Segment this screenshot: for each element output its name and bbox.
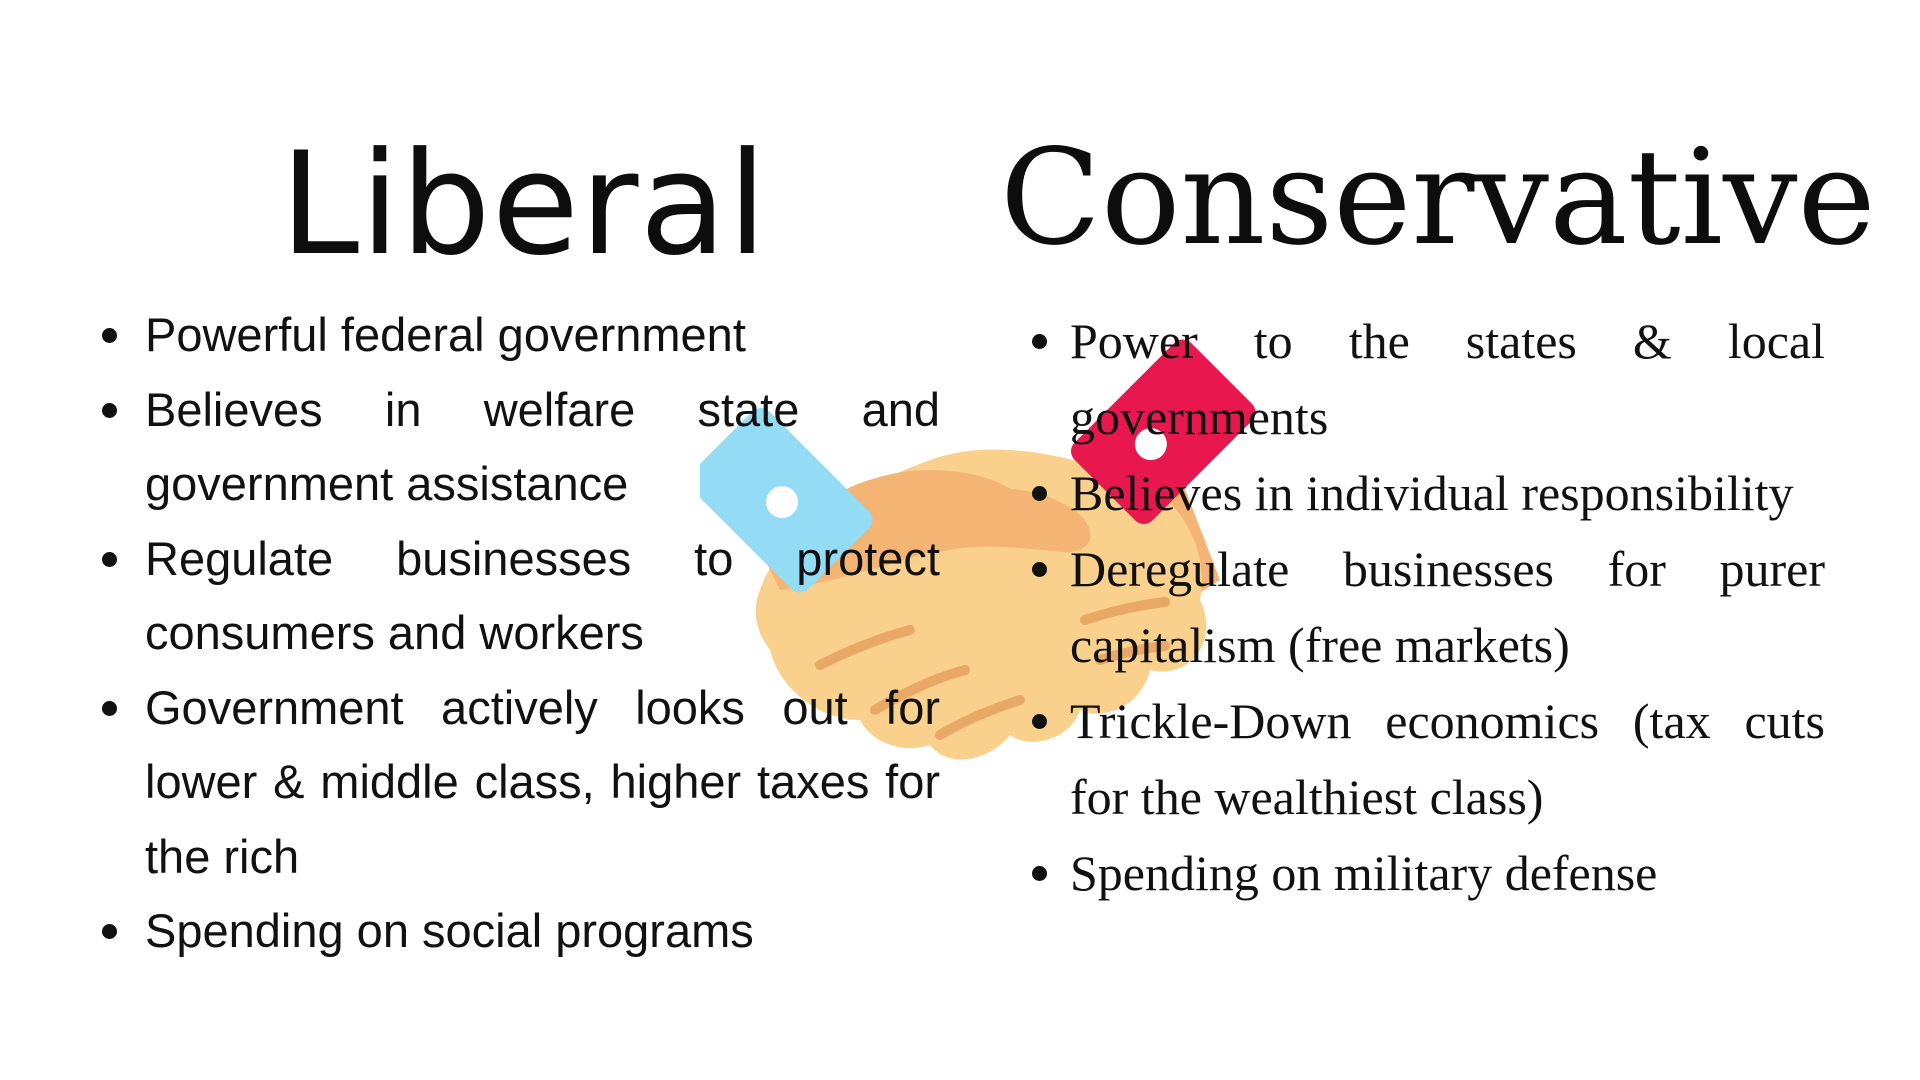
- conservative-item-text: Believes in individual responsibility: [1070, 465, 1794, 521]
- list-item: Believes in welfare state and government…: [95, 373, 940, 522]
- list-item: Deregulate businesses for purer capitali…: [1025, 531, 1825, 683]
- left-cuff-button: [766, 486, 799, 519]
- liberal-item-text: Regulate businesses to protect consumers…: [145, 531, 940, 660]
- list-item: Government actively looks out for lower …: [95, 671, 940, 895]
- left-cuff: [700, 408, 873, 593]
- list-item: Powerful federal government: [95, 298, 940, 373]
- conservative-item-text: Spending on military defense: [1070, 845, 1658, 901]
- conservative-item-text: Power to the states & local governments: [1070, 313, 1825, 445]
- finger-crease-1: [815, 625, 915, 670]
- list-item: Regulate businesses to protect consumers…: [95, 522, 940, 671]
- conservative-item-text: Deregulate businesses for purer capitali…: [1070, 541, 1825, 673]
- list-item: Believes in individual responsibility: [1025, 455, 1825, 531]
- list-item: Spending on social programs: [95, 894, 940, 969]
- list-item: Spending on military defense: [1025, 835, 1825, 911]
- liberal-item-text: Spending on social programs: [145, 904, 754, 957]
- conservative-list: Power to the states & local governments …: [1025, 303, 1825, 911]
- liberal-list: Powerful federal government Believes in …: [95, 298, 940, 969]
- finger-crease-4: [1080, 597, 1170, 625]
- finger-crease-2: [870, 665, 970, 715]
- liberal-title: Liberal: [280, 122, 768, 287]
- conservative-title: Conservative: [1000, 121, 1876, 275]
- conservative-item-text: Trickle-Down economics (tax cuts for the…: [1070, 693, 1825, 825]
- thumb: [899, 488, 1091, 554]
- finger-crease-5: [1095, 641, 1170, 665]
- handshake-icon: [700, 339, 1256, 760]
- finger-crease-3: [935, 695, 1025, 740]
- list-item: Power to the states & local governments: [1025, 303, 1825, 455]
- list-item: Trickle-Down economics (tax cuts for the…: [1025, 683, 1825, 835]
- right-cuff-button: [1134, 428, 1167, 461]
- liberal-item-text: Government actively looks out for lower …: [145, 680, 940, 883]
- right-cuff: [1070, 339, 1256, 525]
- liberal-item-text: Believes in welfare state and government…: [145, 382, 940, 511]
- liberal-item-text: Powerful federal government: [145, 308, 746, 361]
